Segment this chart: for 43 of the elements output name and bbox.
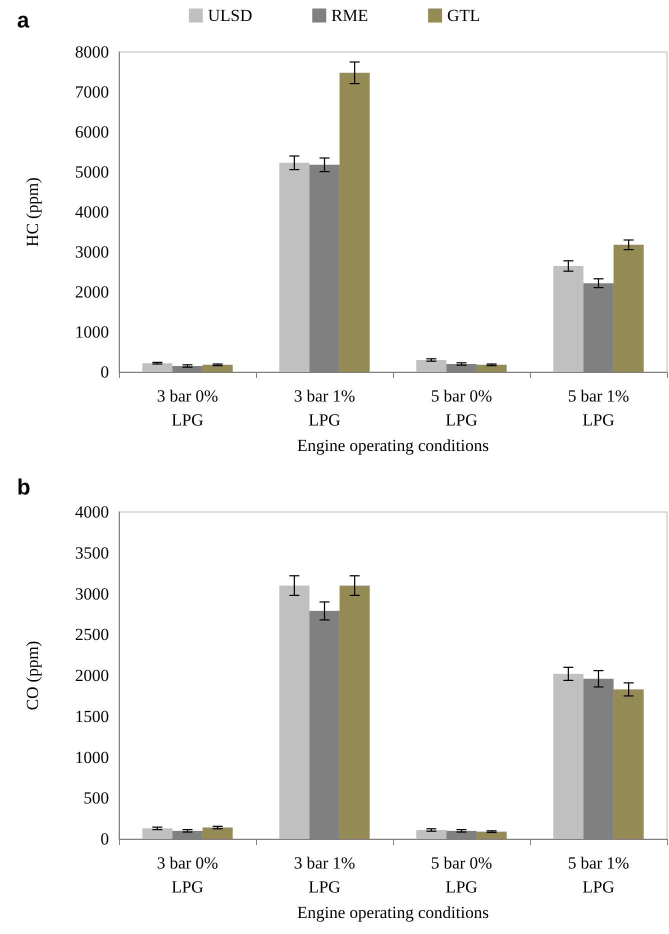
x-axis-title: Engine operating conditions [297,902,489,922]
x-tick-label: 5 bar 0% LPG [430,386,492,430]
y-tick-label: 8000 [75,42,109,62]
bar [202,364,233,372]
y-tick-label: 2000 [75,666,109,685]
y-tick-label: 6000 [75,122,109,142]
x-tick-label: 3 bar 1% LPG [294,854,356,896]
legend-label: GTL [447,6,480,25]
x-axis-title: Engine operating conditions [297,436,489,455]
y-tick-label: 7000 [75,82,109,102]
y-axis-title: HC (ppm) [23,177,42,247]
y-tick-label: 2000 [75,282,109,302]
chart-title: a [17,8,30,32]
chart-title: b [17,474,30,500]
y-tick-label: 1000 [75,748,109,767]
x-tick-label: 5 bar 1% LPG [568,386,630,430]
x-tick-label: 3 bar 0% LPG [156,854,218,896]
bar [614,244,644,372]
y-tick-label: 500 [84,788,109,808]
y-tick-label: 5000 [75,162,109,182]
y-tick-label: 4000 [75,502,109,522]
x-tick-label: 3 bar 1% LPG [294,386,356,430]
y-tick-label: 0 [100,362,109,382]
bar [202,828,233,839]
y-tick-label: 3000 [75,584,109,604]
y-tick-label: 2500 [75,625,109,644]
y-tick-label: 3000 [75,242,109,262]
bar [476,832,507,839]
bar [340,72,370,372]
y-axis-title: CO (ppm) [23,640,42,710]
bar [340,586,370,839]
y-tick-label: 3500 [75,543,109,562]
bar [614,689,644,839]
legend-label: ULSD [208,6,252,25]
y-tick-label: 4000 [75,202,109,222]
x-tick-label: 5 bar 1% LPG [568,854,630,896]
y-tick-label: 1500 [75,706,109,726]
legend-label: RME [331,6,368,25]
y-tick-label: 0 [100,830,109,848]
x-tick-label: 5 bar 0% LPG [430,854,492,896]
x-tick-label: 3 bar 0% LPG [156,386,218,430]
y-tick-label: 1000 [75,322,109,342]
bar [476,364,507,372]
